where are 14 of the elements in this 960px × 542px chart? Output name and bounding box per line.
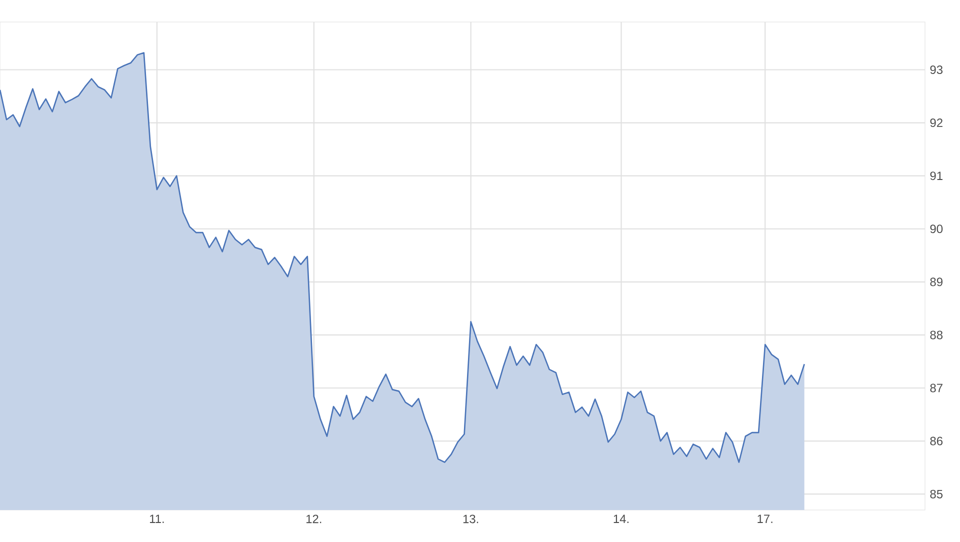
y-tick-label: 88 [930, 330, 943, 340]
y-tick-label: 93 [930, 65, 943, 74]
y-tick-label: 85 [930, 490, 943, 498]
y-tick-label: 92 [930, 118, 942, 128]
x-tick-label: 13. [463, 514, 478, 524]
y-tick-label: 90 [930, 224, 943, 234]
x-tick-label: 12. [306, 514, 322, 524]
x-tick-label: 11. [150, 514, 164, 523]
x-tick-label: 14. [614, 514, 628, 523]
y-tick-label: 87 [930, 384, 942, 392]
y-tick-label: 91 [930, 172, 942, 180]
x-tick-label: 17. [758, 514, 772, 523]
y-tick-label: 89 [930, 278, 942, 286]
y-tick-label: 86 [930, 436, 943, 446]
